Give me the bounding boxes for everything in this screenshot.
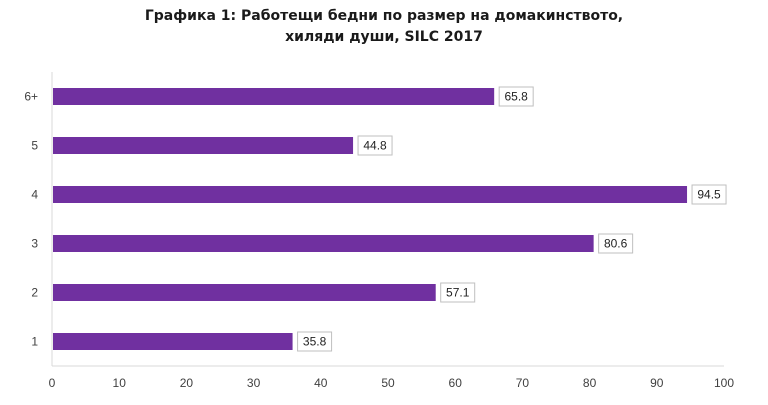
data-label-box: [498, 86, 534, 107]
x-tick-label: 80: [583, 376, 597, 390]
data-label-box: [440, 282, 476, 303]
bar: [53, 284, 436, 301]
chart-title-line-2: хиляди души, SILC 2017: [285, 29, 483, 45]
bar: [53, 88, 495, 105]
data-label: 35.8: [303, 335, 327, 349]
x-tick-label: 70: [516, 376, 530, 390]
data-label: 65.8: [504, 90, 528, 104]
data-label-box: [297, 331, 333, 352]
y-tick-label: 2: [31, 286, 38, 300]
data-label: 57.1: [446, 286, 470, 300]
bar: [53, 137, 354, 154]
x-tick-label: 10: [113, 376, 127, 390]
bar: [53, 333, 293, 350]
bar: [53, 186, 688, 203]
x-tick-label: 20: [180, 376, 194, 390]
data-label: 80.6: [604, 237, 628, 251]
data-label-box: [691, 184, 727, 205]
x-tick-label: 30: [247, 376, 261, 390]
data-label-box: [598, 233, 634, 254]
x-tick-label: 90: [650, 376, 664, 390]
x-tick-label: 40: [314, 376, 328, 390]
x-tick-label: 100: [714, 376, 734, 390]
x-tick-label: 50: [381, 376, 395, 390]
y-tick-label: 3: [31, 237, 38, 251]
y-tick-label: 6+: [24, 90, 38, 104]
y-tick-label: 5: [31, 139, 38, 153]
x-tick-label: 60: [449, 376, 463, 390]
chart-title: Графика 1: Работещи бедни по размер на д…: [0, 6, 768, 48]
y-tick-label: 1: [31, 335, 38, 349]
x-tick-label: 0: [49, 376, 56, 390]
bar: [53, 235, 594, 252]
chart-title-line-1: Графика 1: Работещи бедни по размер на д…: [144, 8, 624, 24]
y-tick-label: 4: [31, 188, 38, 202]
data-label-box: [357, 135, 393, 156]
data-label: 94.5: [697, 188, 721, 202]
data-label: 44.8: [363, 139, 387, 153]
